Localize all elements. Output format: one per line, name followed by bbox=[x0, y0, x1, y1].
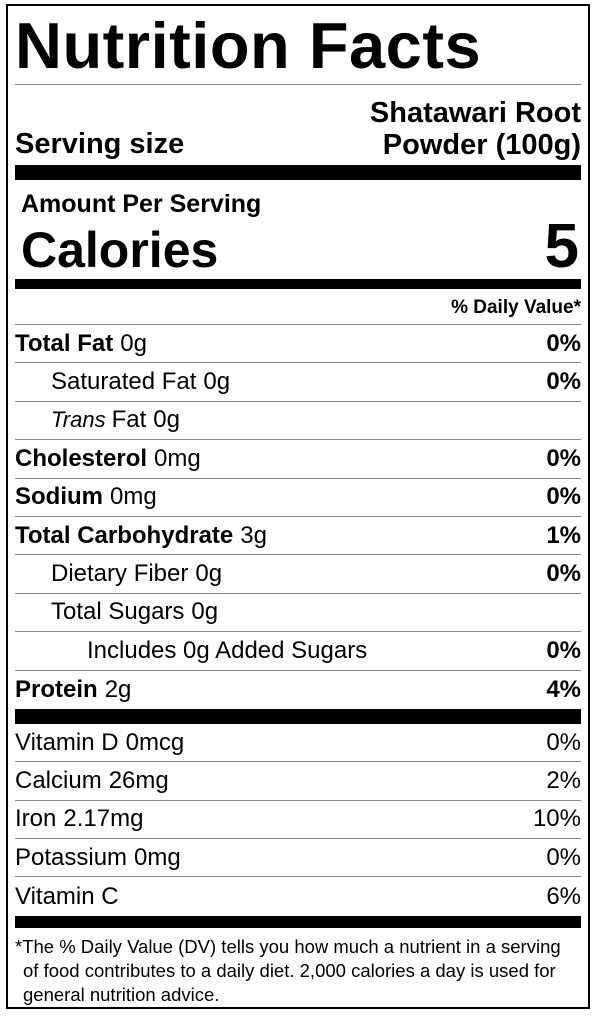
nutrient-text: Vitamin D 0mcg bbox=[15, 729, 184, 757]
nutrient-row: Total Fat 0g 0% bbox=[15, 325, 581, 364]
nutrient-name: Total Carbohydrate bbox=[15, 521, 234, 549]
nutrient-italic: Trans bbox=[51, 407, 106, 433]
divider bbox=[15, 708, 581, 724]
nutrient-name: Total Sugars bbox=[51, 598, 185, 626]
nutrient-row: Potassium 0mg 0% bbox=[15, 839, 581, 878]
nutrition-label: Nutrition Facts Serving size Shatawari R… bbox=[6, 4, 590, 1009]
nutrient-text: Iron 2.17mg bbox=[15, 805, 143, 833]
serving-label: Serving size bbox=[15, 128, 185, 160]
nutrient-amount: 0g bbox=[120, 329, 147, 357]
daily-value: 4% bbox=[546, 675, 581, 703]
nutrient-row: Vitamin D 0mcg 0% bbox=[15, 724, 581, 763]
nutrient-name: Sodium bbox=[15, 483, 103, 511]
vitamin-list: Vitamin D 0mcg 0% Calcium 26mg 2% Iron 2.17mg 10… bbox=[15, 724, 581, 916]
title: Nutrition Facts bbox=[15, 6, 581, 85]
nutrient-name: Total Fat bbox=[15, 329, 114, 357]
serving-row: Serving size Shatawari Root Powder (100g… bbox=[15, 85, 581, 165]
daily-value: 0% bbox=[546, 444, 581, 472]
nutrient-row: Calcium 26mg 2% bbox=[15, 762, 581, 801]
amount-per-serving: Amount Per Serving bbox=[21, 190, 262, 218]
nutrient-row: Saturated Fat 0g 0% bbox=[15, 363, 581, 402]
daily-value: 0% bbox=[546, 329, 581, 357]
nutrient-name: Potassium bbox=[15, 843, 128, 871]
footnote: *The % Daily Value (DV) tells you how mu… bbox=[15, 935, 561, 1005]
nutrient-row: Vitamin C 6% bbox=[15, 877, 581, 915]
nutrient-text: Cholesterol 0mg bbox=[15, 445, 201, 473]
nutrient-row: Dietary Fiber 0g 0% bbox=[15, 555, 581, 594]
nutrient-row: Protein 2g 4% bbox=[15, 671, 581, 709]
nutrient-name: Cholesterol bbox=[15, 444, 148, 472]
nutrient-row: Trans Fat 0g bbox=[15, 402, 581, 441]
nutrient-text: Trans Fat 0g bbox=[15, 406, 180, 434]
daily-value: 10% bbox=[532, 805, 581, 833]
nutrient-amount: 0mg bbox=[154, 444, 201, 472]
daily-value: 0% bbox=[546, 483, 581, 511]
nutrient-name: Vitamin D bbox=[15, 728, 119, 756]
nutrient-amount: 3g bbox=[240, 521, 267, 549]
nutrient-name: Protein bbox=[15, 675, 98, 703]
nutrient-amount: 0mg bbox=[134, 843, 181, 871]
nutrient-text: Total Fat 0g bbox=[15, 330, 147, 358]
nutrient-amount: 0mg bbox=[110, 483, 157, 511]
divider bbox=[15, 279, 581, 289]
daily-value: 0% bbox=[546, 368, 581, 396]
calories-label: Calories bbox=[21, 222, 219, 278]
daily-value: 0% bbox=[546, 728, 581, 756]
nutrient-name: Fat bbox=[111, 406, 147, 434]
daily-value: 1% bbox=[546, 521, 581, 549]
daily-value: 0% bbox=[546, 636, 581, 664]
nutrient-amount: 2.17mg bbox=[63, 805, 144, 833]
nutrient-amount: 0g bbox=[191, 598, 219, 626]
nutrient-name: Iron bbox=[15, 805, 57, 833]
nutrient-row: Total Sugars 0g bbox=[15, 594, 581, 633]
nutrient-amount: 0g bbox=[195, 560, 223, 588]
nutrient-name: Includes 0g Added Sugars bbox=[87, 636, 368, 664]
dv-header: % Daily Value* bbox=[15, 289, 581, 325]
divider bbox=[15, 165, 581, 180]
nutrient-text: Sodium 0mg bbox=[15, 483, 157, 511]
nutrient-amount: 26mg bbox=[108, 766, 169, 794]
nutrient-amount: 0g bbox=[153, 406, 180, 434]
nutrient-text: Total Sugars 0g bbox=[15, 598, 218, 626]
nutrient-text: Total Carbohydrate 3g bbox=[15, 522, 267, 550]
nutrient-row: Total Carbohydrate 3g 1% bbox=[15, 517, 581, 556]
daily-value: 6% bbox=[546, 882, 581, 910]
nutrient-name: Calcium bbox=[15, 766, 102, 794]
nutrient-row: Cholesterol 0mg 0% bbox=[15, 440, 581, 479]
nutrient-amount: 0mcg bbox=[125, 728, 185, 756]
nutrient-text: Includes 0g Added Sugars bbox=[15, 637, 367, 665]
daily-value: 0% bbox=[546, 560, 581, 588]
nutrient-text: Vitamin C bbox=[15, 883, 119, 911]
nutrient-amount: 2g bbox=[104, 675, 132, 703]
nutrient-row: Sodium 0mg 0% bbox=[15, 479, 581, 517]
calories-row: Calories 5 bbox=[21, 212, 579, 281]
nutrient-name: Vitamin C bbox=[15, 882, 119, 910]
nutrient-text: Saturated Fat 0g bbox=[15, 368, 230, 396]
nutrient-list: Total Fat 0g 0% Saturated Fat 0g 0% Trans Fat 0g… bbox=[15, 325, 581, 709]
calories-block: Amount Per Serving Calories 5 bbox=[15, 180, 581, 279]
nutrient-text: Dietary Fiber 0g bbox=[15, 560, 222, 588]
nutrient-name: Saturated Fat bbox=[51, 368, 197, 396]
nutrient-text: Calcium 26mg bbox=[15, 767, 169, 795]
calories-value: 5 bbox=[544, 212, 579, 281]
nutrient-amount: 0g bbox=[203, 368, 231, 396]
nutrient-name: Dietary Fiber bbox=[51, 560, 189, 588]
nutrient-row: Includes 0g Added Sugars 0% bbox=[15, 632, 581, 671]
nutrient-text: Protein 2g bbox=[15, 676, 131, 704]
divider bbox=[15, 915, 581, 928]
nutrient-row: Iron 2.17mg 10% bbox=[15, 801, 581, 840]
daily-value: 2% bbox=[546, 766, 581, 794]
serving-value: Shatawari Root Powder (100g) bbox=[369, 97, 581, 161]
nutrient-text: Potassium 0mg bbox=[15, 844, 181, 872]
daily-value: 0% bbox=[546, 843, 581, 871]
